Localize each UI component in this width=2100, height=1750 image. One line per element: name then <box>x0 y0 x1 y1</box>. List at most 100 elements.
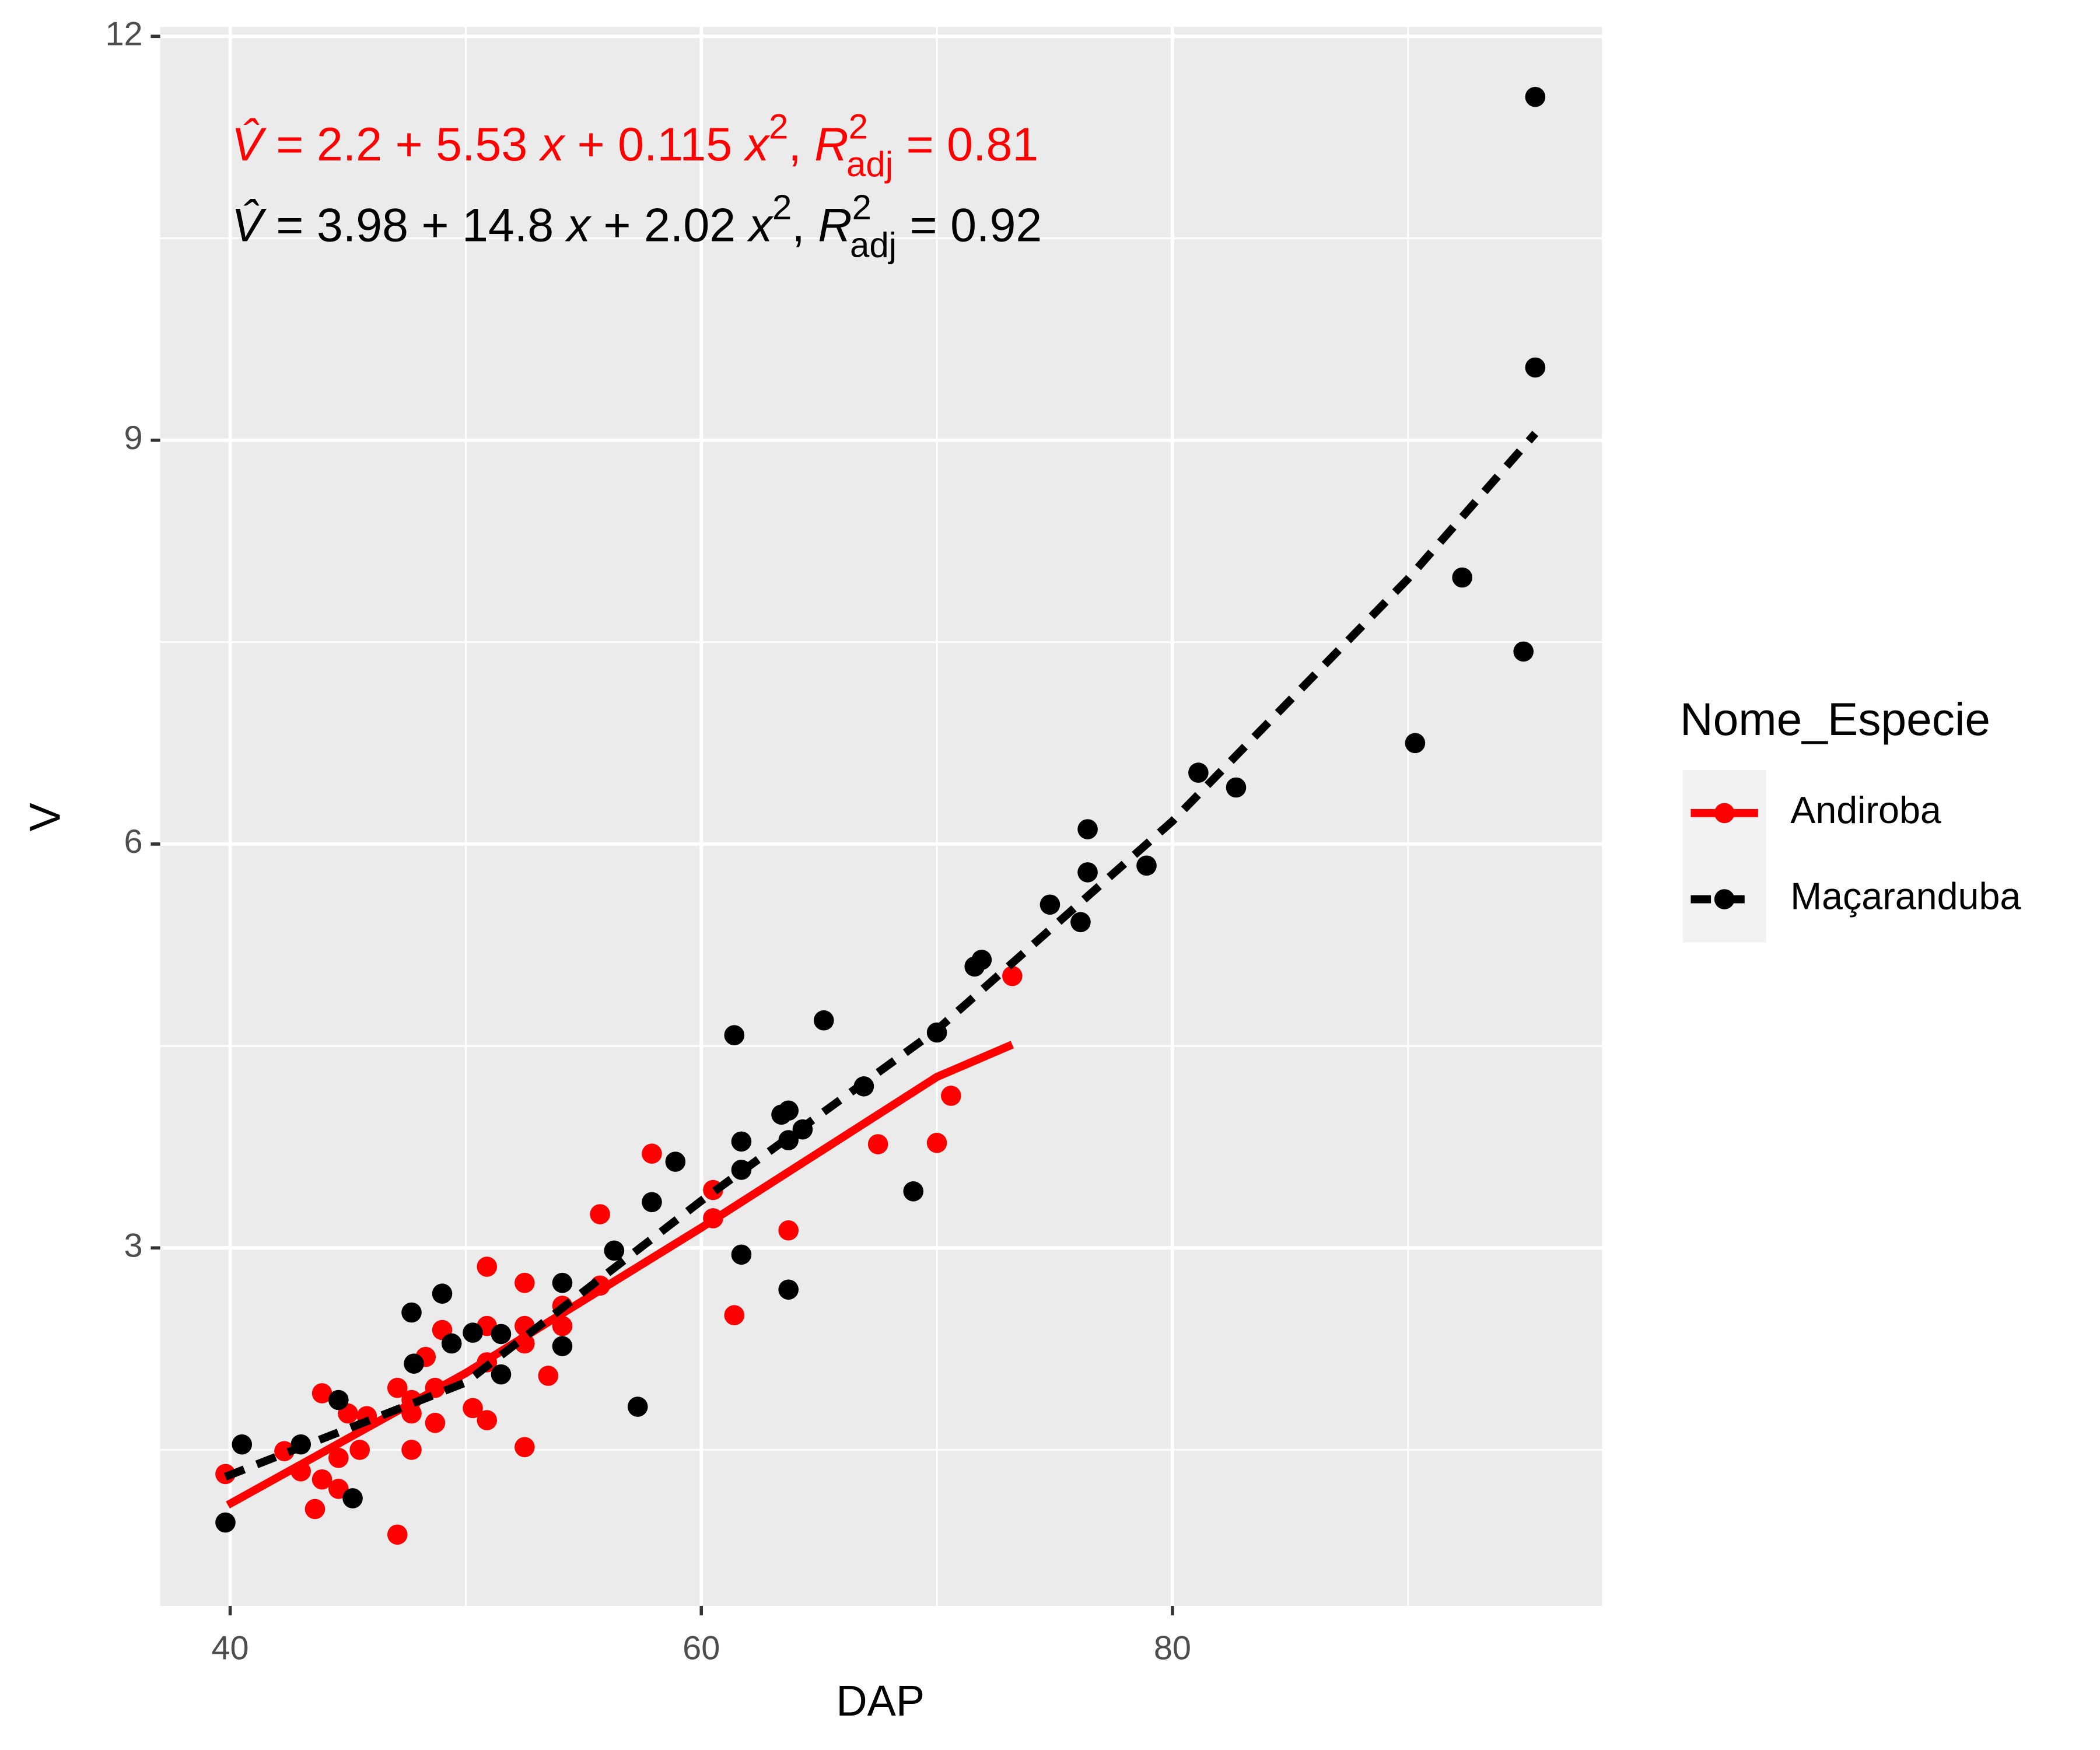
x-tick-label: 40 <box>211 1629 249 1667</box>
legend-label: Andiroba <box>1790 789 1941 831</box>
equation-part: V̂ <box>232 198 267 251</box>
point <box>290 1434 312 1455</box>
plot-panel <box>160 27 1602 1606</box>
point <box>477 1256 498 1277</box>
point <box>1188 762 1209 783</box>
point <box>463 1398 483 1419</box>
point <box>552 1272 573 1293</box>
point <box>491 1364 512 1385</box>
legend-label: Maçaranduba <box>1790 876 2021 918</box>
point <box>304 1499 326 1520</box>
equation-part: adj <box>846 145 893 184</box>
y-tick-label: 12 <box>105 16 142 53</box>
point <box>274 1441 295 1461</box>
legend-point <box>1714 889 1735 909</box>
equation-part: , <box>792 200 818 252</box>
point <box>514 1333 535 1354</box>
point <box>425 1412 446 1433</box>
point <box>778 1220 799 1241</box>
point <box>627 1396 648 1417</box>
point <box>703 1208 723 1228</box>
point <box>290 1461 312 1482</box>
point <box>552 1315 573 1336</box>
point <box>971 950 992 970</box>
equation: V̂ = 3.98 + 14.8 x + 2.02 x2, R2 adj = 0.… <box>232 188 1042 265</box>
point <box>404 1353 424 1374</box>
point <box>926 1022 947 1043</box>
point <box>941 1086 961 1106</box>
point <box>441 1333 462 1354</box>
equation-part: x <box>747 200 774 252</box>
point <box>1040 894 1060 915</box>
point <box>903 1181 924 1202</box>
point <box>1452 567 1472 588</box>
point <box>778 1279 799 1300</box>
point <box>342 1488 363 1508</box>
point <box>514 1272 535 1293</box>
point <box>463 1322 483 1343</box>
point <box>1002 965 1023 986</box>
point <box>853 1076 874 1097</box>
point <box>491 1324 512 1345</box>
equation-part: + 0.115 <box>564 118 746 171</box>
equation-part: 2 <box>769 107 788 146</box>
point <box>792 1119 813 1140</box>
point <box>642 1143 662 1164</box>
y-tick-label: 9 <box>124 419 143 457</box>
equation-part: 2 <box>849 107 868 146</box>
equation-part: 2 <box>772 188 792 227</box>
equation-part: x <box>565 200 592 252</box>
point <box>1525 86 1546 107</box>
equation-part: , <box>788 118 814 171</box>
point <box>328 1447 349 1468</box>
equation-part: adj <box>850 225 897 264</box>
point <box>552 1336 573 1356</box>
point <box>514 1437 535 1458</box>
point <box>1136 855 1157 876</box>
point <box>731 1160 752 1180</box>
equation-part: = 0.81 <box>893 118 1038 171</box>
point <box>387 1377 408 1398</box>
x-tick-label: 80 <box>1154 1629 1191 1667</box>
equation-part: R <box>818 200 852 252</box>
point <box>604 1240 625 1261</box>
point <box>1226 777 1247 798</box>
point <box>778 1130 799 1150</box>
point <box>387 1524 408 1545</box>
point <box>432 1283 453 1304</box>
point <box>665 1152 686 1172</box>
equation-part: V̂ <box>232 118 267 171</box>
point <box>731 1131 752 1152</box>
legend-title: Nome_Especie <box>1680 694 1990 745</box>
point <box>867 1134 888 1154</box>
x-tick-label: 60 <box>682 1629 720 1667</box>
legend-point <box>1714 803 1735 824</box>
point <box>778 1100 799 1121</box>
point <box>401 1302 422 1323</box>
point <box>401 1440 422 1460</box>
y-tick-label: 3 <box>124 1227 143 1264</box>
equation-part: R <box>814 118 848 171</box>
point <box>1077 862 1098 883</box>
equation: V̂ = 2.2 + 5.53 x + 0.115 x2, R2 adj = 0.… <box>232 107 1038 184</box>
point <box>1405 733 1426 754</box>
point <box>1513 641 1534 662</box>
point <box>1070 912 1091 933</box>
point <box>349 1440 370 1460</box>
equation-part: = 2.2 + 5.53 <box>263 118 541 171</box>
equation-part: = 3.98 + 14.8 <box>263 200 567 252</box>
point <box>312 1469 332 1490</box>
point <box>232 1434 253 1455</box>
equation-part: 2 <box>852 188 872 227</box>
point <box>724 1025 745 1045</box>
point <box>590 1204 610 1224</box>
point <box>642 1192 662 1213</box>
point <box>538 1366 559 1386</box>
point <box>477 1410 498 1430</box>
equation-part: + 2.02 <box>590 200 749 252</box>
point <box>328 1390 349 1410</box>
point <box>215 1512 236 1533</box>
equation-part: x <box>538 118 566 171</box>
